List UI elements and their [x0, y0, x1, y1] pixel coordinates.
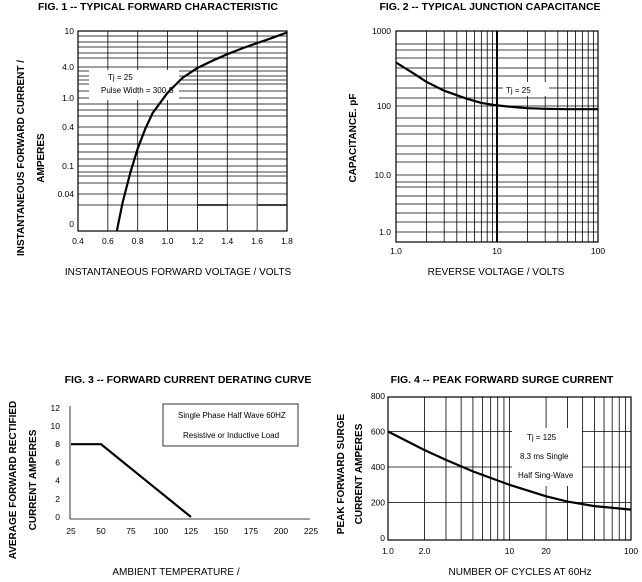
annotation-text: Tj = 25 [108, 73, 133, 82]
y-tick-label: 1.0 [62, 93, 74, 103]
x-tick-label: 100 [624, 546, 638, 556]
x-tick-label: 0.6 [102, 236, 114, 246]
series-line [115, 31, 288, 232]
annotation-box [503, 82, 549, 96]
x-tick-label: 1.0 [390, 246, 402, 256]
y-tick-label: 10.0 [374, 170, 391, 180]
x-axis-label: AMBIENT TEMPERATURE / [112, 567, 239, 578]
y-tick-label: 800 [371, 391, 385, 401]
x-tick-label: 1.2 [192, 236, 204, 246]
y-tick-label: 0 [69, 219, 74, 229]
x-tick-label: 150 [214, 526, 228, 536]
x-tick-label: 20 [541, 546, 551, 556]
chart-fig3: FIG. 3 -- FORWARD CURRENT DERATING CURVE… [8, 374, 318, 578]
chart-fig2: FIG. 2 -- TYPICAL JUNCTION CAPACITANCE Tj… [348, 1, 605, 278]
y-tick-label: 10 [65, 26, 75, 36]
y-axis-label: INSTANTANEOUS FORWARD CURRENT / [16, 60, 27, 256]
x-tick-label: 200 [274, 526, 288, 536]
y-tick-label: 12 [51, 403, 61, 413]
x-axis-label: REVERSE VOLTAGE / VOLTS [428, 267, 565, 278]
chart-fig4: FIG. 4 -- PEAK FORWARD SURGE CURRENT Tj =… [336, 374, 638, 578]
x-tick-label: 125 [184, 526, 198, 536]
chart-title: FIG. 2 -- TYPICAL JUNCTION CAPACITANCE [379, 1, 600, 13]
y-tick-label: 600 [371, 427, 385, 437]
x-tick-label: 1.4 [221, 236, 233, 246]
y-tick-label: 200 [371, 498, 385, 508]
series-line [387, 430, 632, 511]
x-axis-label: INSTANTANEOUS FORWARD VOLTAGE / VOLTS [65, 267, 292, 278]
y-tick-label: 8 [55, 439, 60, 449]
annotation-text: Resistive or Inductive Load [183, 431, 279, 440]
y-tick-label: 4.0 [62, 62, 74, 72]
y-tick-label: 0 [55, 512, 60, 522]
y-axis-label: AVERAGE FORWARD RECTIFIED [8, 401, 19, 560]
x-tick-label: 10 [492, 246, 502, 256]
x-tick-label: 100 [154, 526, 168, 536]
annotation-box [89, 70, 179, 100]
y-tick-label: 0.4 [62, 122, 74, 132]
series-line [71, 443, 192, 518]
x-tick-label: 1.6 [251, 236, 263, 246]
annotation-text: 8.3 ms Single [520, 452, 569, 461]
x-tick-label: 0.4 [72, 236, 84, 246]
x-tick-label: 1.0 [162, 236, 174, 246]
x-tick-label: 225 [304, 526, 318, 536]
y-tick-label: 6 [55, 457, 60, 467]
chart-title: FIG. 4 -- PEAK FORWARD SURGE CURRENT [391, 374, 614, 386]
chart-title: FIG. 3 -- FORWARD CURRENT DERATING CURVE [65, 374, 312, 386]
plot-frame [77, 30, 288, 232]
annotation-box [162, 403, 299, 447]
x-tick-label: 25 [66, 526, 76, 536]
x-tick-label: 0.8 [132, 236, 144, 246]
x-tick-label: 175 [244, 526, 258, 536]
y-axis-label: CURRENT AMPERES [28, 429, 39, 530]
y-tick-label: 100 [377, 101, 391, 111]
annotation-text: Pulse Width = 300 S [101, 86, 174, 95]
chart-fig1: FIG. 1 -- TYPICAL FORWARD CHARACTERISTIC… [16, 1, 293, 278]
x-tick-label: 75 [126, 526, 136, 536]
x-tick-label: 2.0 [419, 546, 431, 556]
y-tick-label: 4 [55, 476, 60, 486]
y-axis-label: CAPACITANCE. pF [348, 93, 359, 182]
x-tick-label: 1.0 [382, 546, 394, 556]
y-tick-label: 10 [51, 421, 61, 431]
y-axis-label: CURRENT AMPERES [354, 423, 365, 524]
annotation-text: Tj = 25 [506, 86, 531, 95]
annotation-box [512, 428, 582, 486]
y-tick-label: 400 [371, 462, 385, 472]
y-tick-label: 0.04 [57, 189, 74, 199]
annotation-text: Half Sing-Wave [518, 471, 574, 480]
x-tick-label: 1.8 [281, 236, 293, 246]
y-axis-label: PEAK FORWARD SURGE [336, 413, 347, 534]
annotation-text: Tj = 125 [527, 433, 557, 442]
y-tick-label: 0.1 [62, 161, 74, 171]
y-tick-label: 1000 [372, 26, 391, 36]
y-tick-label: 1.0 [379, 227, 391, 237]
series-line [395, 61, 598, 111]
x-tick-label: 10 [505, 546, 515, 556]
y-tick-label: 2 [55, 494, 60, 504]
x-tick-label: 100 [591, 246, 605, 256]
x-axis-label: NUMBER OF CYCLES AT 60Hz [449, 567, 592, 578]
annotation-text: Single Phase Half Wave 60HZ [178, 411, 286, 420]
chart-title: FIG. 1 -- TYPICAL FORWARD CHARACTERISTIC [38, 1, 278, 13]
y-axis-label: AMPERES [36, 133, 47, 183]
y-tick-label: 0 [380, 533, 385, 543]
x-tick-label: 50 [96, 526, 106, 536]
